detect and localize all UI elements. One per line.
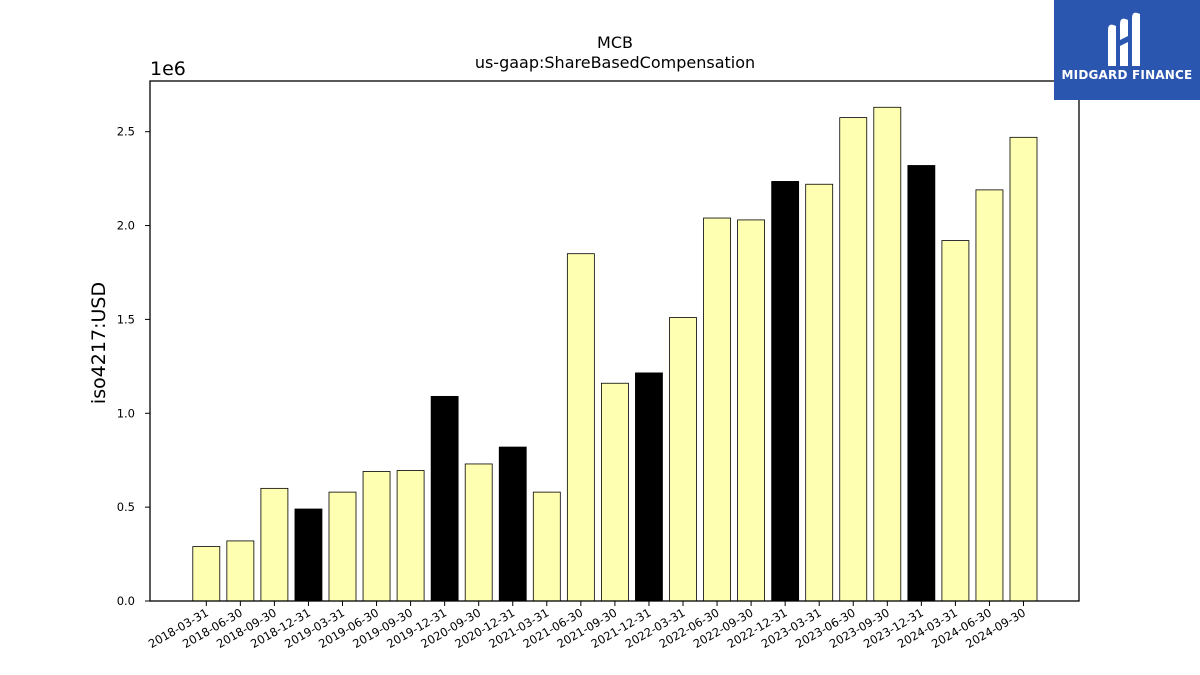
y-tick-label: 2.0 [117, 219, 135, 233]
bar-2023-06-30 [839, 117, 868, 602]
bar-2019-03-31 [328, 491, 357, 602]
bar-2019-12-31 [430, 395, 459, 602]
bar-2020-12-31 [498, 446, 527, 602]
bar-2021-06-30 [566, 253, 595, 602]
logo-text: MIDGARD FINANCE [1061, 68, 1193, 82]
y-tick-label: 0.5 [117, 500, 135, 514]
bar-2024-06-30 [975, 189, 1004, 602]
bar-2023-03-31 [805, 183, 834, 602]
bar-2021-12-31 [635, 372, 663, 602]
y-ticks-group: 0.0 0.5 1.0 1.5 2.0 2.5 [117, 125, 150, 608]
chart-title: MCB [597, 33, 633, 52]
bar-2022-03-31 [669, 317, 697, 602]
bar-2022-09-30 [737, 219, 765, 602]
chart-subtitle: us-gaap:ShareBasedCompensation [475, 53, 755, 72]
bar-2018-12-31 [294, 508, 323, 602]
bar-2023-09-30 [873, 106, 902, 602]
y-offset-label: 1e6 [150, 58, 186, 80]
bar-2019-09-30 [396, 470, 425, 602]
y-tick-label: 2.5 [117, 125, 135, 139]
midgard-finance-logo: MIDGARD FINANCE [1054, 0, 1200, 100]
y-tick-label: 0.0 [117, 594, 135, 608]
bar-2023-12-31 [907, 165, 936, 602]
bar-2020-09-30 [464, 463, 493, 602]
bar-2022-12-31 [771, 181, 800, 602]
y-axis-label: iso4217:USD [88, 282, 110, 404]
logo-mark-icon [1108, 12, 1140, 66]
plot-frame [149, 80, 1080, 602]
x-ticks-group: 2018-03-312018-06-302018-09-302018-12-31… [146, 601, 1028, 651]
bar-2018-06-30 [226, 540, 255, 602]
bar-2018-09-30 [260, 487, 289, 602]
bar-2022-06-30 [703, 217, 731, 602]
bar-2024-09-30 [1009, 136, 1038, 602]
bar-2021-09-30 [601, 382, 629, 602]
y-tick-label: 1.5 [117, 312, 135, 326]
bar-2021-03-31 [532, 491, 561, 602]
bar-2024-03-31 [941, 240, 970, 602]
bars-group [192, 106, 1038, 602]
bar-2019-06-30 [362, 471, 391, 602]
bar-2018-03-31 [192, 546, 221, 602]
y-tick-label: 1.0 [117, 406, 135, 420]
